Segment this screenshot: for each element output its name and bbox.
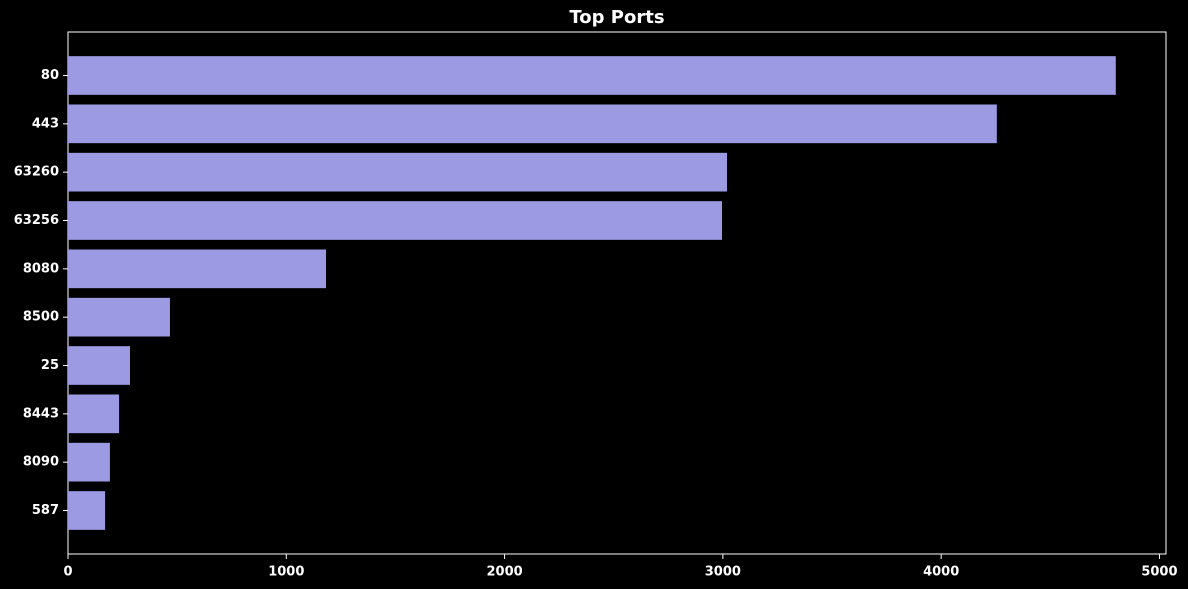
bar <box>68 56 1116 95</box>
x-tick-label: 1000 <box>268 565 304 580</box>
y-tick-label: 63260 <box>14 165 59 180</box>
x-tick-label: 5000 <box>1141 565 1177 580</box>
bar <box>68 394 120 434</box>
y-tick-label: 8500 <box>23 310 59 325</box>
x-tick-label: 0 <box>63 565 72 580</box>
y-tick-label: 8090 <box>23 455 59 470</box>
y-tick-label: 8080 <box>23 261 59 276</box>
bar <box>68 346 130 385</box>
y-tick-label: 80 <box>41 68 59 83</box>
bar <box>68 152 728 192</box>
plot-frame <box>67 31 1167 555</box>
y-tick-label: 443 <box>32 116 59 131</box>
bar <box>68 201 722 240</box>
x-tick-label: 3000 <box>705 565 741 580</box>
bar <box>68 442 110 482</box>
y-tick-label: 63256 <box>14 213 59 228</box>
bar <box>68 249 327 289</box>
bar <box>68 297 170 337</box>
y-tick-label: 8443 <box>23 406 59 421</box>
y-tick-label: 25 <box>41 358 59 373</box>
x-tick-label: 2000 <box>486 565 522 580</box>
chart-title: Top Ports <box>569 7 664 28</box>
x-tick-label: 4000 <box>923 565 959 580</box>
bar <box>68 104 997 144</box>
bar <box>68 491 106 530</box>
y-tick-label: 587 <box>32 503 59 518</box>
